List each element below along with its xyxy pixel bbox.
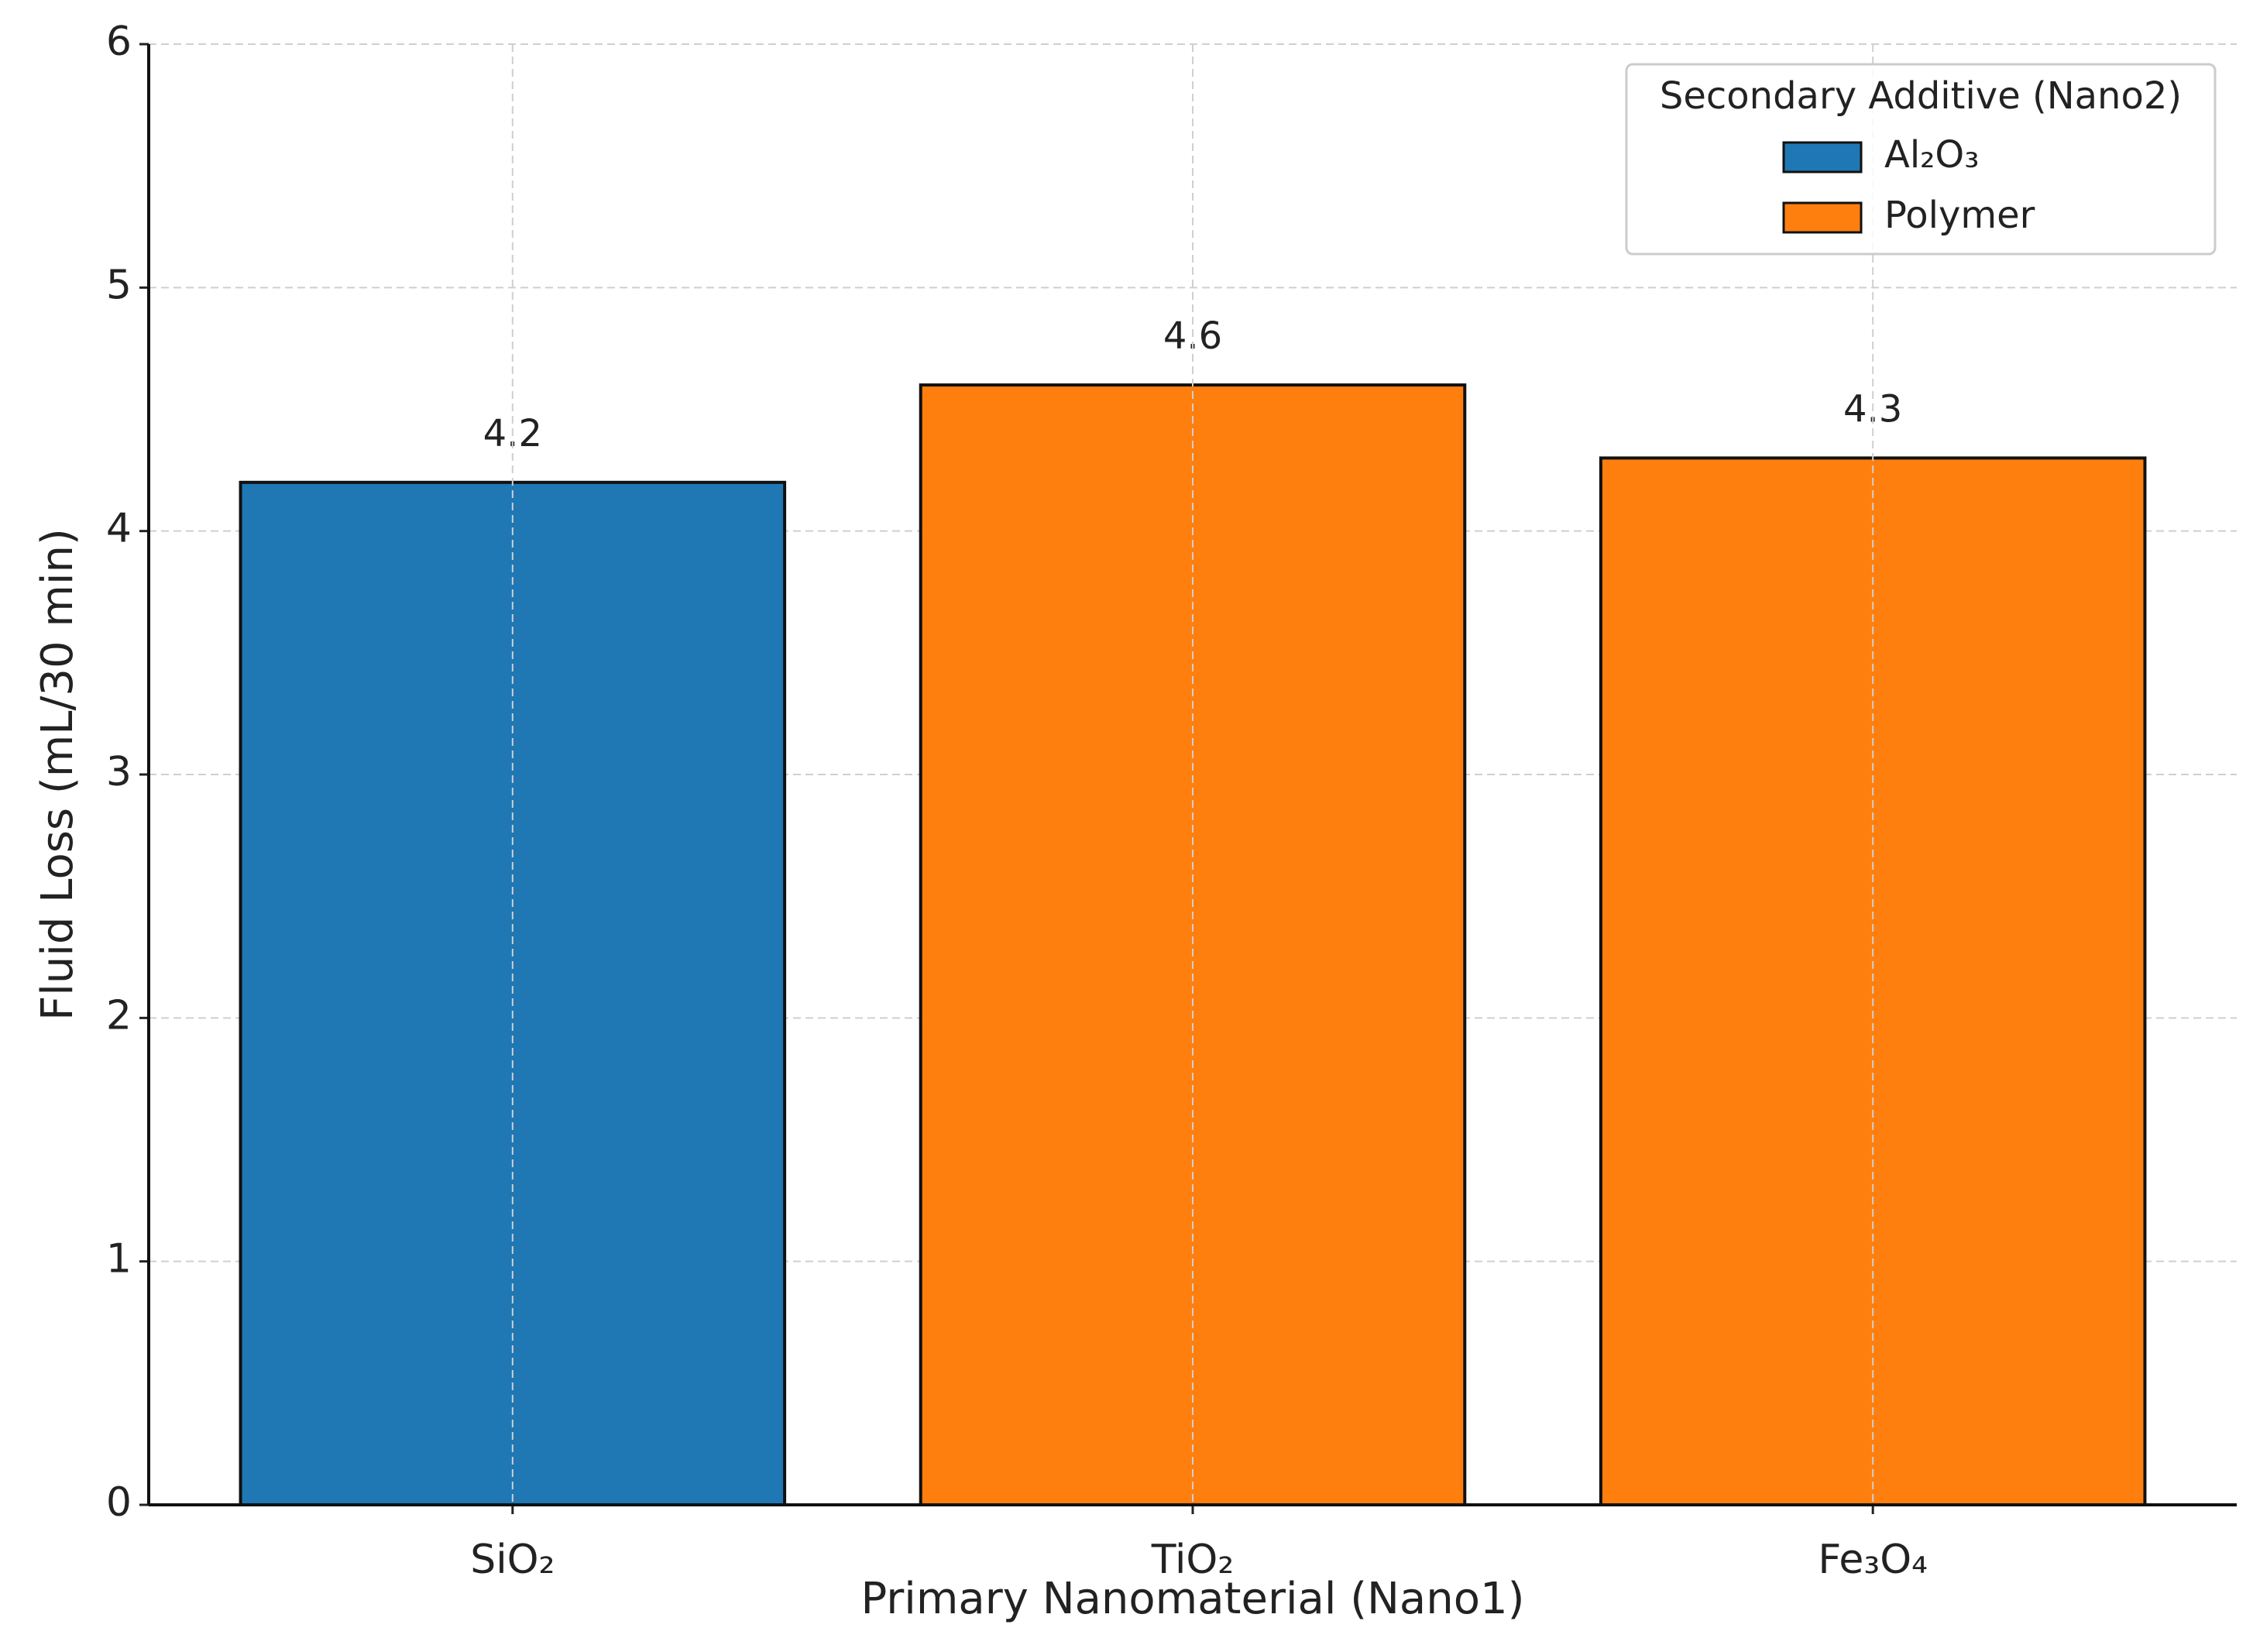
legend-swatch <box>1782 141 1863 173</box>
y-tick-label: 4 <box>106 506 132 552</box>
legend-swatch <box>1782 201 1863 234</box>
y-tick-label: 5 <box>106 262 132 308</box>
y-tick-label: 0 <box>106 1479 132 1526</box>
x-tick-label: Fe₃O₄ <box>1818 1537 1928 1583</box>
y-axis-label: Fluid Loss (mL/30 min) <box>33 528 83 1021</box>
legend-label: Polymer <box>1884 194 2035 237</box>
x-tick-label: SiO₂ <box>470 1537 555 1583</box>
legend-title: Secondary Additive (Nano2) <box>1660 74 2182 118</box>
y-tick-label: 1 <box>106 1236 132 1283</box>
y-tick-label: 3 <box>106 749 132 795</box>
y-tick-label: 6 <box>106 19 132 65</box>
y-tick-label: 2 <box>106 992 132 1039</box>
x-tick-label: TiO₂ <box>1151 1537 1234 1583</box>
x-axis-label: Primary Nanomaterial (Nano1) <box>861 1574 1525 1624</box>
legend-box <box>1625 63 2217 256</box>
legend-label: Al₂O₃ <box>1884 133 1979 177</box>
